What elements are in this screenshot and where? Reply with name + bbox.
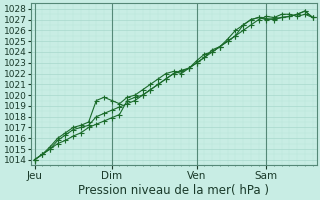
- X-axis label: Pression niveau de la mer( hPa ): Pression niveau de la mer( hPa ): [78, 184, 269, 197]
